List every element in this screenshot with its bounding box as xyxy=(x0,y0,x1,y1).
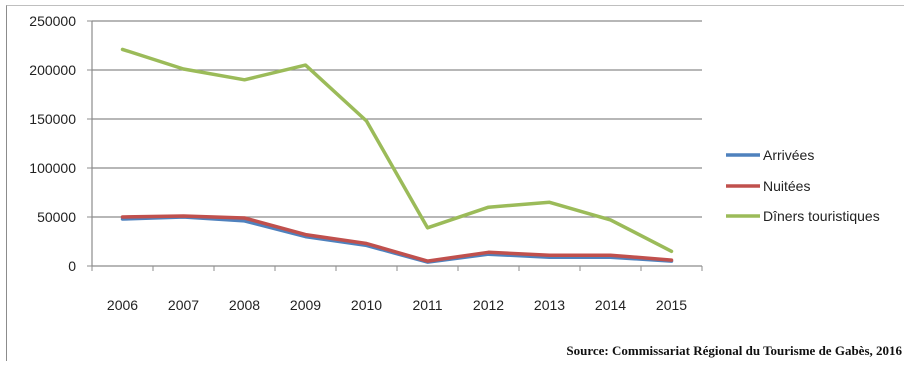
series-line-2 xyxy=(120,47,674,254)
x-tick-label: 2009 xyxy=(290,297,321,313)
legend-label: Arrivées xyxy=(763,147,814,163)
series-lines xyxy=(120,47,674,264)
legend-label: Dîners touristiques xyxy=(763,208,880,224)
x-tick-label: 2015 xyxy=(656,297,687,313)
x-tick-label: 2011 xyxy=(412,297,442,313)
y-tick-label: 100000 xyxy=(29,160,76,176)
legend: Arrivées Nuitées Dîners touristiques xyxy=(726,147,880,224)
legend-item: Nuitées xyxy=(726,178,810,194)
x-tick-label: 2014 xyxy=(595,297,626,313)
y-tick-label: 50000 xyxy=(37,209,76,225)
x-tick-label: 2012 xyxy=(473,297,504,313)
legend-item: Arrivées xyxy=(726,147,814,163)
x-tick-label: 2010 xyxy=(351,297,382,313)
y-tick-label: 250000 xyxy=(29,13,76,29)
x-tick-label: 2006 xyxy=(107,297,138,313)
legend-item: Dîners touristiques xyxy=(726,208,880,224)
y-tick-label: 200000 xyxy=(29,62,76,78)
x-tick-label: 2007 xyxy=(168,297,199,313)
series-line-1 xyxy=(120,214,674,263)
source-note: Source: Commissariat Régional du Tourism… xyxy=(566,343,902,358)
y-tick-label: 0 xyxy=(68,258,76,274)
chart-frame xyxy=(6,5,904,361)
legend-label: Nuitées xyxy=(763,178,810,194)
x-tick-label: 2013 xyxy=(534,297,565,313)
gridlines xyxy=(92,20,702,267)
y-axis: 0 50000 100000 150000 200000 250000 xyxy=(29,13,93,274)
y-tick-label: 150000 xyxy=(29,111,76,127)
x-axis: 2006 2007 2008 2009 2010 2011 2012 2013 2014 2015 xyxy=(91,266,703,313)
x-tick-label: 2008 xyxy=(229,297,260,313)
